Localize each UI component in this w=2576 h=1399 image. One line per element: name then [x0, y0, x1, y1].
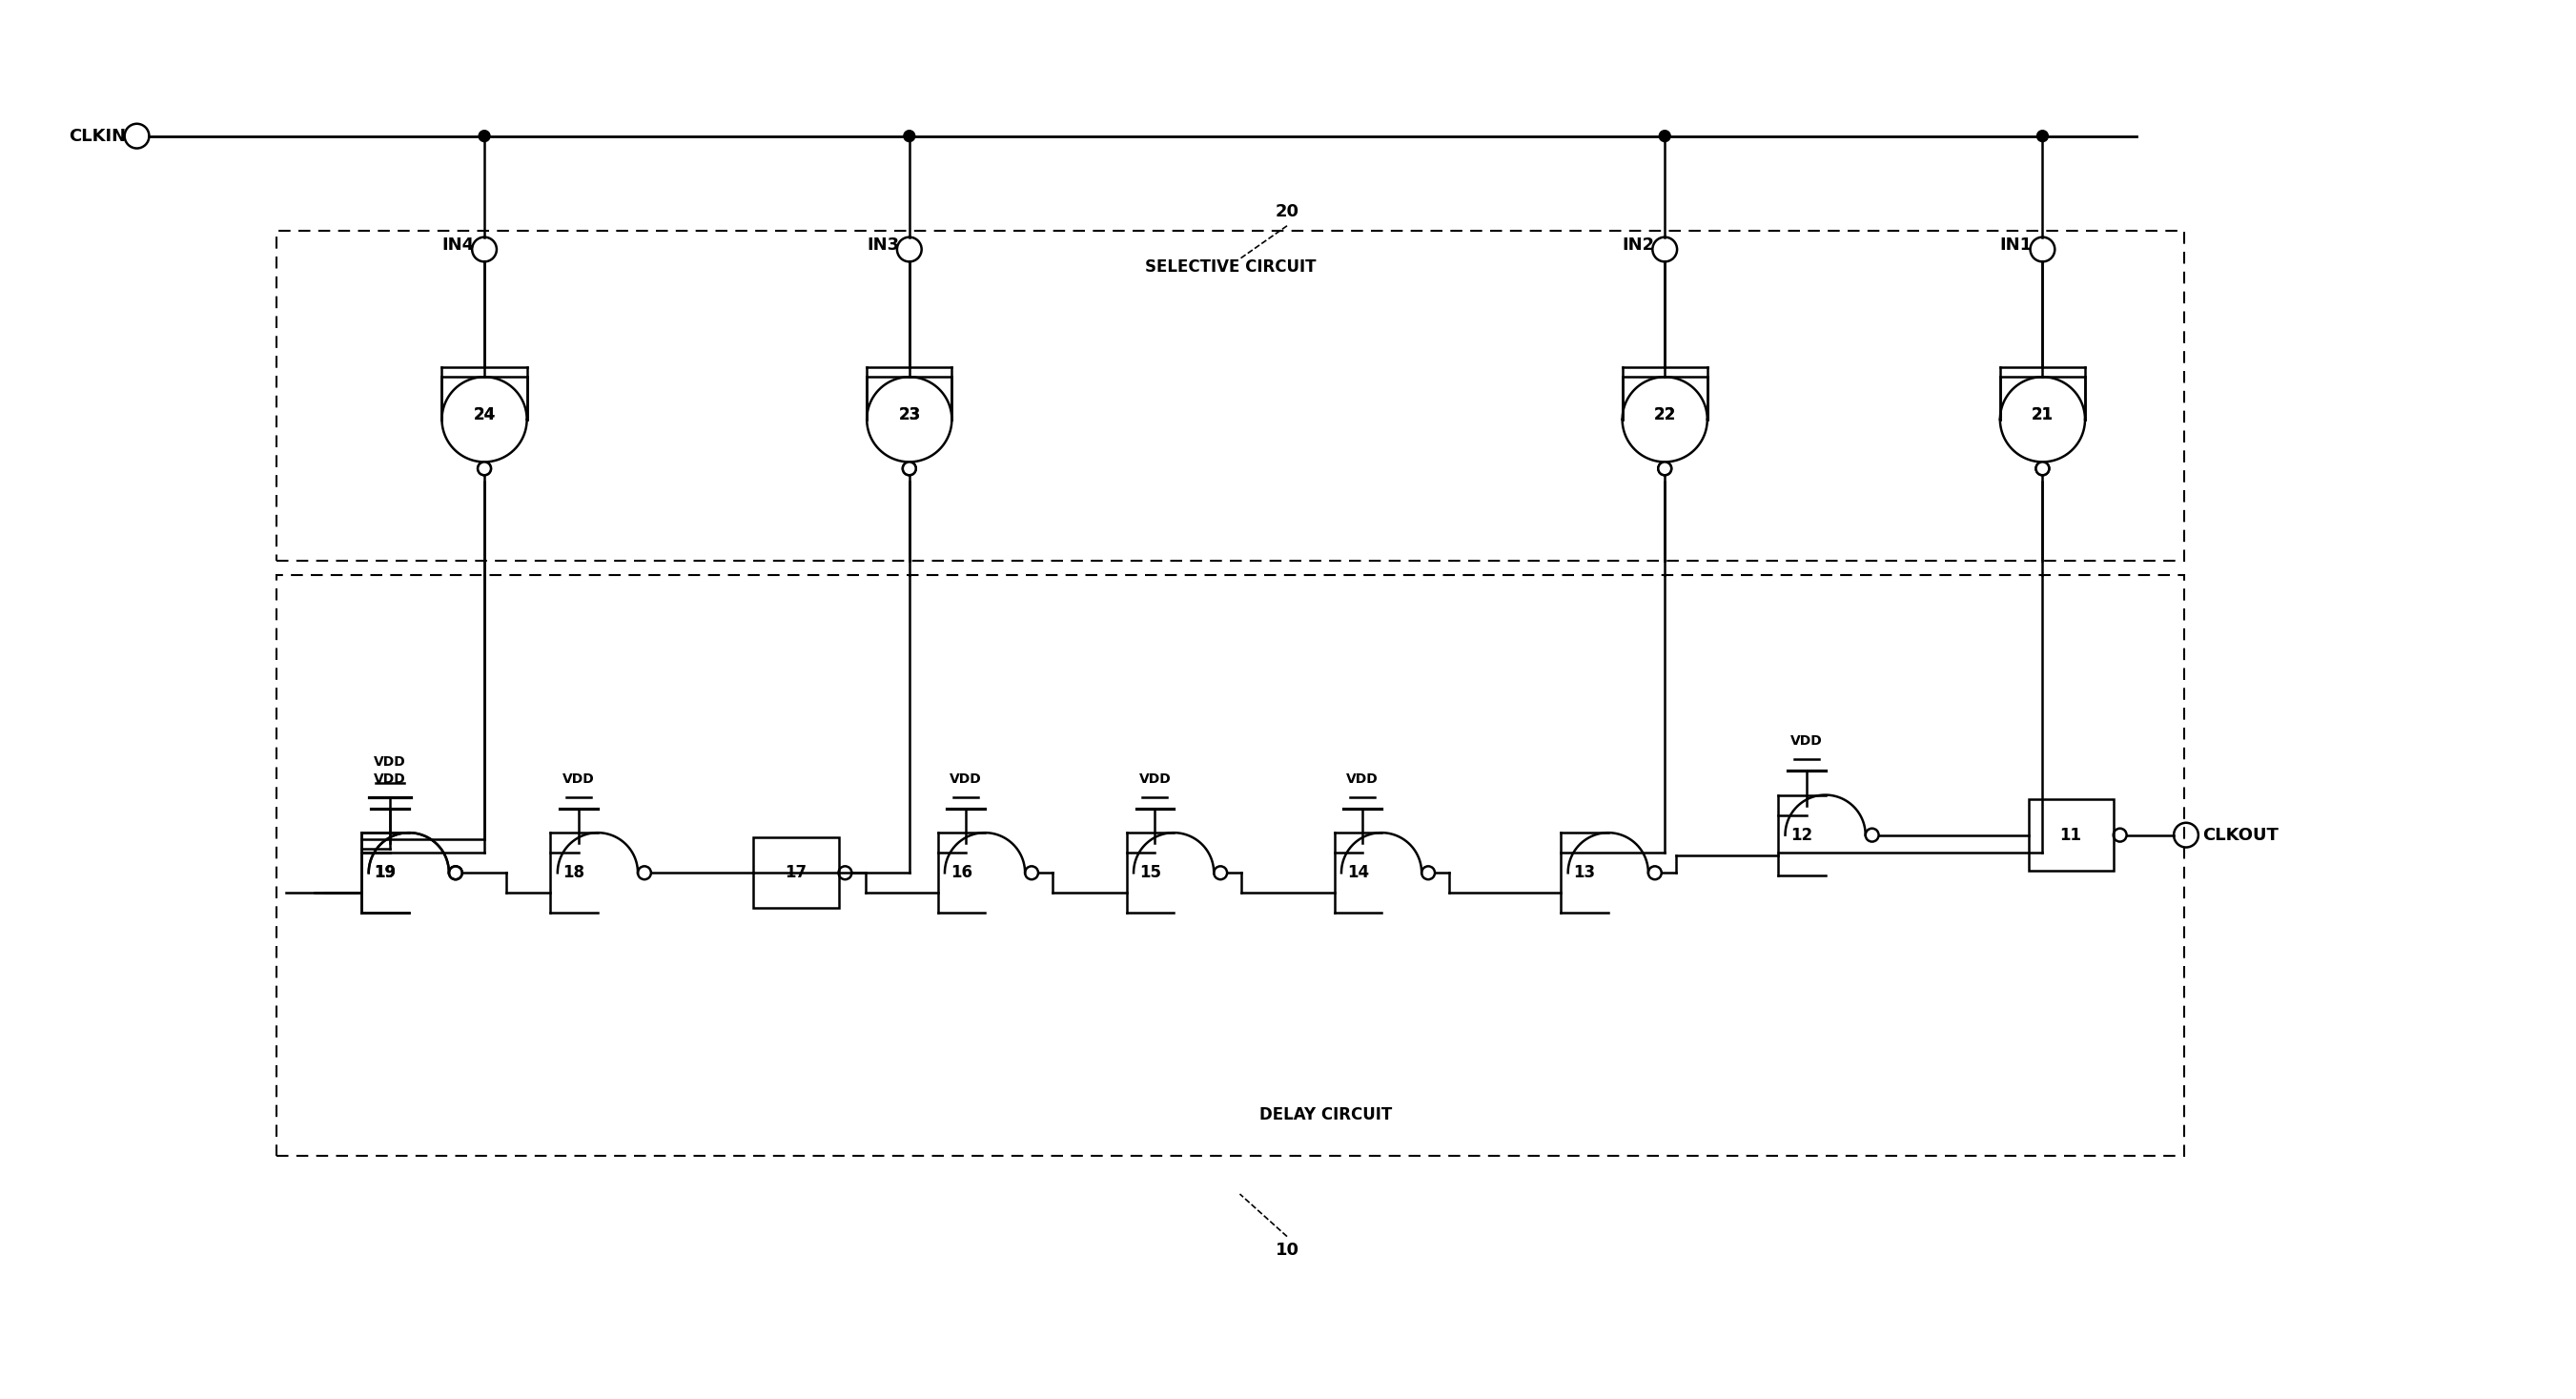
Text: VDD: VDD: [1139, 772, 1172, 786]
Text: 21: 21: [2032, 406, 2053, 424]
Text: VDD: VDD: [1790, 734, 1824, 748]
Circle shape: [2035, 462, 2048, 476]
Circle shape: [1659, 130, 1669, 141]
Text: 19: 19: [374, 865, 397, 881]
Text: 22: 22: [1654, 406, 1677, 424]
Text: 23: 23: [899, 406, 920, 424]
Text: 24: 24: [474, 406, 495, 424]
Text: CLKIN: CLKIN: [70, 127, 126, 144]
Text: SELECTIVE CIRCUIT: SELECTIVE CIRCUIT: [1144, 259, 1316, 276]
Text: 13: 13: [1574, 865, 1595, 881]
Text: 12: 12: [1790, 827, 1814, 844]
Text: VDD: VDD: [562, 772, 595, 786]
Text: 18: 18: [564, 865, 585, 881]
Text: 21: 21: [2032, 406, 2053, 424]
Text: DELAY CIRCUIT: DELAY CIRCUIT: [1260, 1107, 1391, 1123]
Circle shape: [904, 130, 914, 141]
Text: 24: 24: [474, 406, 495, 424]
Circle shape: [1659, 462, 1672, 476]
Bar: [2027, 800, 2112, 870]
Text: 23: 23: [899, 406, 920, 424]
Text: 15: 15: [1139, 865, 1162, 881]
Text: VDD: VDD: [1347, 772, 1378, 786]
Circle shape: [902, 462, 917, 476]
Text: VDD: VDD: [951, 772, 981, 786]
Text: 14: 14: [1347, 865, 1368, 881]
Text: IN4: IN4: [443, 236, 474, 253]
Text: 17: 17: [786, 865, 806, 881]
Text: 10: 10: [1275, 1242, 1298, 1259]
Text: VDD: VDD: [374, 772, 407, 786]
Text: IN2: IN2: [1623, 236, 1654, 253]
Text: CLKOUT: CLKOUT: [2202, 827, 2277, 844]
Text: IN3: IN3: [866, 236, 899, 253]
Bar: [755, 838, 840, 908]
Text: 11: 11: [2061, 827, 2081, 844]
Text: IN1: IN1: [1999, 236, 2032, 253]
Text: 16: 16: [951, 865, 971, 881]
Circle shape: [2038, 130, 2048, 141]
Circle shape: [479, 130, 489, 141]
Text: 22: 22: [1654, 406, 1677, 424]
Text: VDD: VDD: [374, 755, 407, 769]
Text: 20: 20: [1275, 203, 1298, 220]
Circle shape: [477, 462, 492, 476]
Text: 19: 19: [374, 865, 397, 881]
